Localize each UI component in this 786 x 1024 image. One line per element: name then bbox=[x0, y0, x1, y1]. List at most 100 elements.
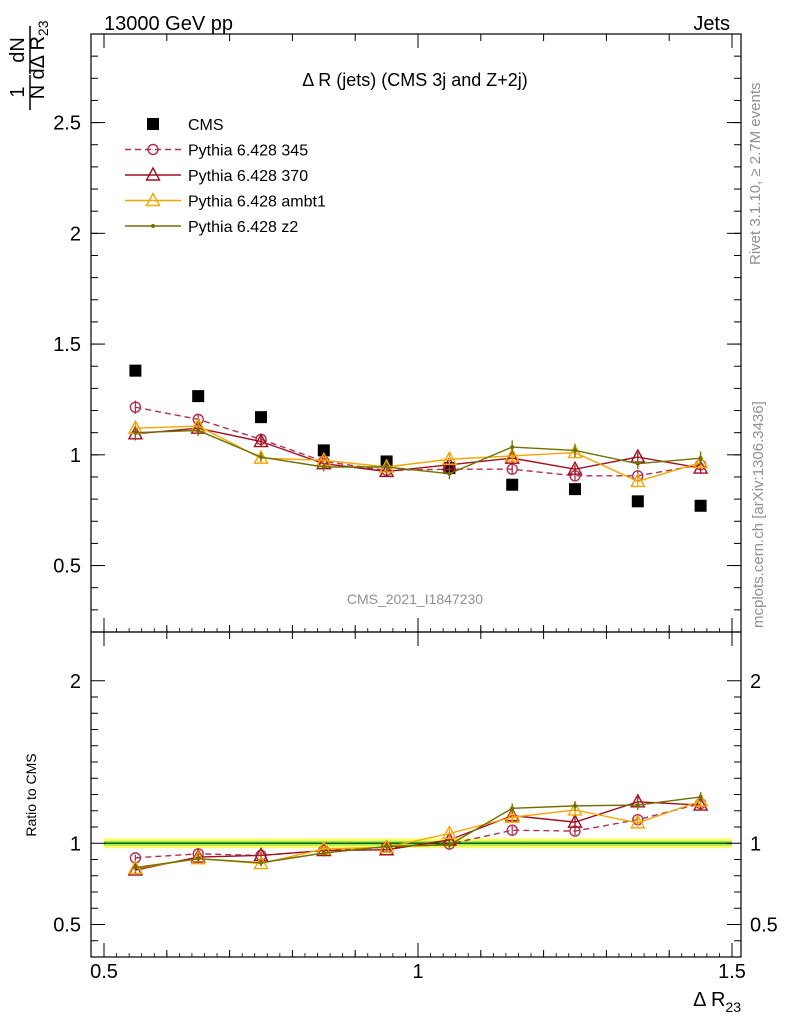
legend-item: Pythia 6.428 z2 bbox=[125, 219, 298, 236]
data-point bbox=[567, 813, 583, 828]
data-point bbox=[630, 472, 646, 488]
ratio-ticks: 0.5 1 1.5 0.5 0.5 1 1 2 2 bbox=[53, 632, 778, 983]
data-point bbox=[447, 471, 452, 476]
data-point bbox=[510, 806, 515, 811]
data-point bbox=[694, 499, 707, 512]
data-point bbox=[506, 463, 518, 475]
ylabel-one: 1 bbox=[7, 86, 29, 97]
data-point bbox=[129, 364, 142, 377]
series-2 bbox=[127, 419, 709, 478]
ratio-frame bbox=[90, 631, 742, 958]
data-point bbox=[190, 848, 206, 863]
y-tick-label: 0.5 bbox=[53, 915, 81, 937]
x-tick-label: 1 bbox=[412, 961, 423, 983]
legend-item: Pythia 6.428 370 bbox=[125, 166, 308, 185]
data-point bbox=[255, 411, 267, 424]
main-title: Δ R (jets) (CMS 3j and Z+2j) bbox=[302, 70, 528, 90]
data-point bbox=[692, 454, 709, 469]
main-panel: 0.5 1 1.5 2 2.5 Δ R (jets) (CMS 3j and Z+2j)… bbox=[53, 33, 742, 633]
data-point bbox=[692, 792, 709, 807]
data-point bbox=[259, 455, 263, 460]
data-point bbox=[127, 861, 144, 876]
y-tick-label: 1 bbox=[70, 445, 81, 467]
data-point bbox=[192, 390, 205, 403]
data-point bbox=[190, 850, 206, 865]
data-point bbox=[510, 445, 515, 450]
legend-label: Pythia 6.428 ambt1 bbox=[188, 194, 326, 211]
data-point bbox=[441, 825, 458, 840]
y-tick-label: 1.5 bbox=[53, 334, 81, 356]
watermark-text: CMS_2021_I1847230 bbox=[347, 591, 483, 607]
data-point bbox=[253, 433, 269, 448]
ylabel-dn: dN bbox=[7, 37, 29, 63]
data-point bbox=[698, 794, 703, 799]
x-axis-label: Δ R23 bbox=[693, 989, 741, 1015]
rivet-label: Rivet 3.1.10, ≥ 2.7M events bbox=[747, 83, 764, 266]
series-line bbox=[135, 800, 701, 870]
y-tick-label: 2.5 bbox=[53, 113, 81, 135]
data-point bbox=[129, 401, 142, 413]
ratio-panel: 0.5 1 1.5 0.5 0.5 1 1 2 2 Ratio to CMS bbox=[23, 631, 778, 983]
legend-marker bbox=[145, 192, 161, 207]
data-point bbox=[133, 865, 138, 870]
legend: CMS Pythia 6.428 345 Pythia 6.428 370 Pythi… bbox=[125, 117, 326, 236]
data-point bbox=[635, 461, 640, 466]
series-1 bbox=[129, 400, 707, 482]
main-ylabel: 1 N dN dΔ R23 bbox=[7, 20, 51, 110]
data-point bbox=[259, 860, 263, 865]
main-ticks: 0.5 1 1.5 2 2.5 bbox=[53, 34, 741, 632]
legend-marker bbox=[145, 166, 161, 181]
series-line bbox=[135, 802, 701, 859]
data-point bbox=[698, 456, 703, 461]
data-point bbox=[631, 495, 644, 508]
data-point bbox=[573, 448, 577, 453]
ratio-ylabel: Ratio to CMS bbox=[23, 753, 39, 836]
data-point bbox=[321, 464, 326, 469]
series-line bbox=[135, 796, 701, 869]
data-point bbox=[321, 851, 326, 855]
data-point bbox=[378, 458, 395, 473]
data-point bbox=[567, 801, 583, 816]
legend-item: Pythia 6.428 ambt1 bbox=[125, 192, 326, 211]
legend-item: CMS bbox=[147, 117, 224, 134]
legend-marker bbox=[147, 118, 159, 130]
data-point bbox=[692, 796, 709, 811]
legend-item: Pythia 6.428 345 bbox=[125, 143, 308, 160]
mcplots-label: mcplots.cern.ch [arXiv:1306.3436] bbox=[750, 401, 767, 628]
data-point bbox=[506, 478, 519, 491]
data-point bbox=[196, 428, 201, 433]
series-line bbox=[135, 406, 701, 477]
legend-marker bbox=[151, 224, 155, 228]
legend-label: CMS bbox=[188, 117, 224, 134]
data-point bbox=[630, 814, 646, 829]
header-right-text: Jets bbox=[693, 13, 730, 35]
y-tick-label: 2 bbox=[70, 671, 81, 693]
series-line bbox=[135, 427, 701, 473]
data-point bbox=[569, 483, 581, 496]
y-tick-label: 2 bbox=[70, 223, 81, 245]
y-tick-label-right: 1 bbox=[750, 833, 761, 855]
data-point bbox=[317, 444, 330, 457]
legend-label: Pythia 6.428 370 bbox=[188, 168, 308, 185]
data-point bbox=[567, 460, 583, 475]
series-4 bbox=[133, 424, 703, 480]
data-point bbox=[378, 841, 395, 856]
data-point bbox=[573, 803, 577, 808]
y-tick-label: 1 bbox=[70, 833, 81, 855]
main-series-group bbox=[127, 364, 709, 512]
ylabel-n: N bbox=[27, 85, 49, 99]
data-point bbox=[504, 447, 520, 462]
data-point bbox=[447, 842, 452, 847]
x-tick-label: 1.5 bbox=[718, 961, 746, 983]
y-tick-label: 0.5 bbox=[53, 556, 81, 578]
legend-label: Pythia 6.428 z2 bbox=[188, 219, 298, 236]
data-point bbox=[441, 450, 458, 465]
series-1 bbox=[127, 793, 709, 876]
data-point bbox=[504, 449, 520, 464]
x-tick-label: 0.5 bbox=[90, 961, 118, 983]
legend-label: Pythia 6.428 345 bbox=[188, 143, 308, 160]
data-point bbox=[635, 803, 640, 808]
data-point bbox=[384, 464, 389, 469]
y-tick-label-right: 0.5 bbox=[750, 915, 778, 937]
